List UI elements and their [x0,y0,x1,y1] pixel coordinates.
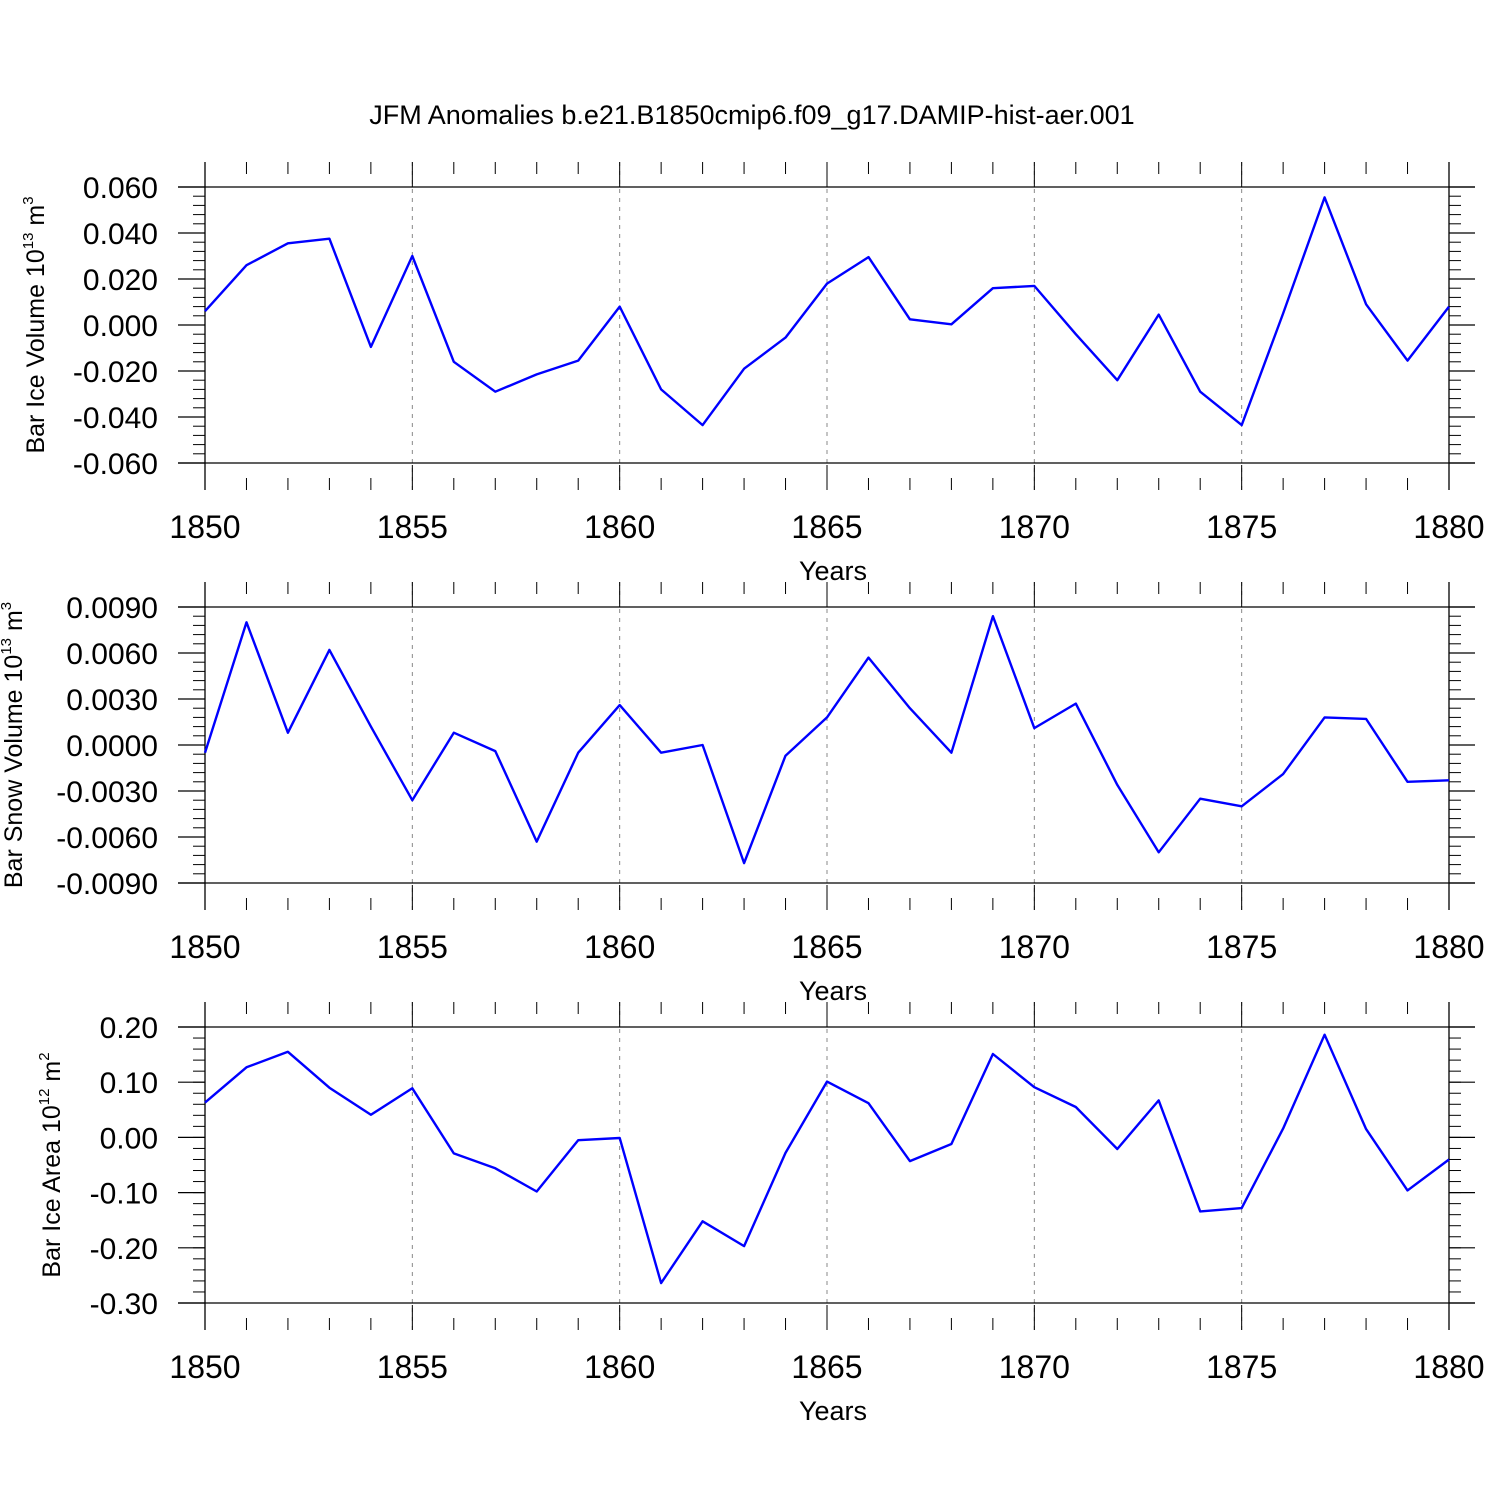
x-tick-label: 1855 [377,929,448,965]
x-tick-label: 1865 [791,509,862,545]
panel-1: 0.060 0.040 0.020 0.000 -0.020 -0.040 -0.060 18… [20,162,1485,586]
x-tick-label: 1855 [377,509,448,545]
y-tick-label: 0.0090 [66,592,158,625]
y-tick-label: 0.060 [83,172,158,205]
y-label-exponent: 13 [0,638,15,655]
x-tick-label: 1850 [169,929,240,965]
y-tick-label: -0.020 [73,356,158,389]
x-axis-label: Years [799,1396,867,1426]
x-axis-label: Years [799,556,867,586]
x-tick-label: 1860 [584,1349,655,1385]
y-tick-label: 0.040 [83,218,158,251]
y-tick-label: -0.040 [73,402,158,435]
panels: 0.060 0.040 0.020 0.000 -0.020 -0.040 -0.060 18… [0,162,1485,1426]
y-tick-label: 0.000 [83,310,158,343]
y-tick-label: 0.10 [100,1067,158,1100]
y-tick-label: -0.30 [90,1288,158,1321]
x-tick-label: 1875 [1206,509,1277,545]
x-tick-label: 1850 [169,509,240,545]
y-tick-label: 0.20 [100,1012,158,1045]
y-axis-label: Bar Ice Area 1012 m2 [36,1052,66,1277]
x-tick-label: 1860 [584,509,655,545]
panel-2: 0.0090 0.0060 0.0030 0.0000 -0.0030 -0.0060 -0… [0,582,1485,1006]
y-tick-label: 0.020 [83,264,158,297]
x-tick-label: 1870 [999,509,1070,545]
y-axis-label: Bar Snow Volume 1013 m3 [0,602,28,888]
series-line [204,1033,1450,1285]
y-label-main: Bar Ice Area 10 [38,1105,66,1277]
y-tick-label: 0.0060 [66,638,158,671]
x-tick-label: 1870 [999,1349,1070,1385]
y-label-unit: m [0,610,28,638]
y-label-exponent: 13 [20,233,37,250]
series-line [203,615,1450,865]
y-label-unit-exponent: 3 [0,602,15,610]
y-tick-label: -0.060 [73,448,158,481]
x-tick-label: 1880 [1413,509,1484,545]
y-tick-label: 0.0000 [66,730,158,763]
y-label-exponent: 12 [36,1089,53,1106]
y-tick-label: 0.00 [100,1122,158,1155]
panel-3: 0.20 0.10 0.00 -0.10 -0.20 -0.30 1850 1855 1860 1… [36,1002,1485,1426]
y-tick-label: -0.0090 [56,868,158,901]
x-tick-label: 1850 [169,1349,240,1385]
x-tick-label: 1860 [584,929,655,965]
y-tick-label: -0.0030 [56,776,158,809]
x-tick-label: 1875 [1206,929,1277,965]
x-axis-label: Years [799,976,867,1006]
x-tick-label: 1880 [1413,929,1484,965]
x-tick-label: 1870 [999,929,1070,965]
y-label-unit: m [22,205,50,233]
y-tick-label: 0.0030 [66,684,158,717]
x-tick-label: 1880 [1413,1349,1484,1385]
y-label-unit-exponent: 3 [20,196,37,204]
y-label-main: Bar Ice Volume 10 [22,249,50,453]
chart-title: JFM Anomalies b.e21.B1850cmip6.f09_g17.D… [369,100,1134,130]
y-tick-label: -0.10 [90,1178,158,1211]
y-tick-label: -0.0060 [56,822,158,855]
y-label-main: Bar Snow Volume 10 [0,655,28,888]
y-label-unit: m [38,1061,66,1089]
x-tick-label: 1855 [377,1349,448,1385]
y-label-unit-exponent: 2 [36,1052,53,1060]
y-axis-label: Bar Ice Volume 1013 m3 [20,196,50,453]
y-tick-label: -0.20 [90,1233,158,1266]
x-tick-label: 1865 [791,929,862,965]
x-tick-label: 1875 [1206,1349,1277,1385]
series-line [204,196,1450,427]
x-tick-label: 1865 [791,1349,862,1385]
